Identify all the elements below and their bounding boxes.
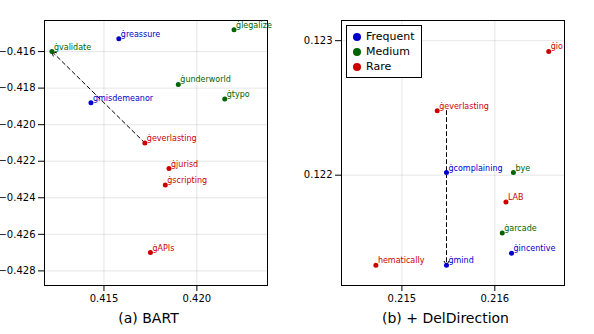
svg-text:−0.428: −0.428 (0, 265, 36, 276)
svg-text:ġscripting: ġscripting (167, 176, 207, 185)
svg-text:ġlegalize: ġlegalize (236, 21, 272, 30)
svg-text:−0.418: −0.418 (0, 82, 36, 93)
html-text:Rare: Rare (366, 60, 392, 73)
svg-text:ġtypo: ġtypo (227, 90, 250, 99)
svg-text:ġvalidate: ġvalidate (54, 43, 91, 52)
svg-text:ġeverlasting: ġeverlasting (147, 134, 197, 143)
svg-text:ġarcade: ġarcade (504, 224, 536, 233)
svg-text:hematically: hematically (378, 256, 425, 265)
svg-text:−0.420: −0.420 (0, 119, 36, 130)
svg-text:ġmind: ġmind (448, 256, 473, 265)
svg-text:ġunderworld: ġunderworld (180, 75, 231, 84)
svg-text:0.123: 0.123 (304, 35, 333, 46)
svg-text:bye: bye (515, 164, 530, 173)
svg-text:ġAPIs: ġAPIs (152, 244, 174, 253)
svg-text:ġjurisd: ġjurisd (171, 160, 198, 169)
svg-text:−0.416: −0.416 (0, 46, 36, 57)
html-text:(a) BART: (a) BART (118, 310, 179, 326)
svg-text:0.122: 0.122 (304, 169, 333, 180)
svg-text:0.415: 0.415 (90, 293, 119, 304)
svg-text:ġincentive: ġincentive (514, 244, 556, 253)
svg-text:ġmisdemeanor: ġmisdemeanor (93, 94, 154, 103)
svg-text:0.215: 0.215 (388, 293, 417, 304)
svg-text:ġio: ġio (551, 42, 563, 51)
svg-text:ġcomplaining: ġcomplaining (448, 164, 502, 173)
svg-text:ġreassure: ġreassure (121, 30, 161, 39)
svg-text:0.420: 0.420 (183, 293, 212, 304)
html-text:Frequent: Frequent (366, 30, 415, 43)
svg-text:LAB: LAB (508, 193, 524, 202)
html-text:(b) + DelDirection: (b) + DelDirection (382, 310, 509, 326)
svg-text:−0.426: −0.426 (0, 229, 36, 240)
html-text:Medium: Medium (366, 45, 410, 58)
svg-text:ġeverlasting: ġeverlasting (439, 102, 489, 111)
svg-text:0.216: 0.216 (480, 293, 509, 304)
svg-text:−0.422: −0.422 (0, 155, 36, 166)
svg-text:−0.424: −0.424 (0, 192, 36, 203)
